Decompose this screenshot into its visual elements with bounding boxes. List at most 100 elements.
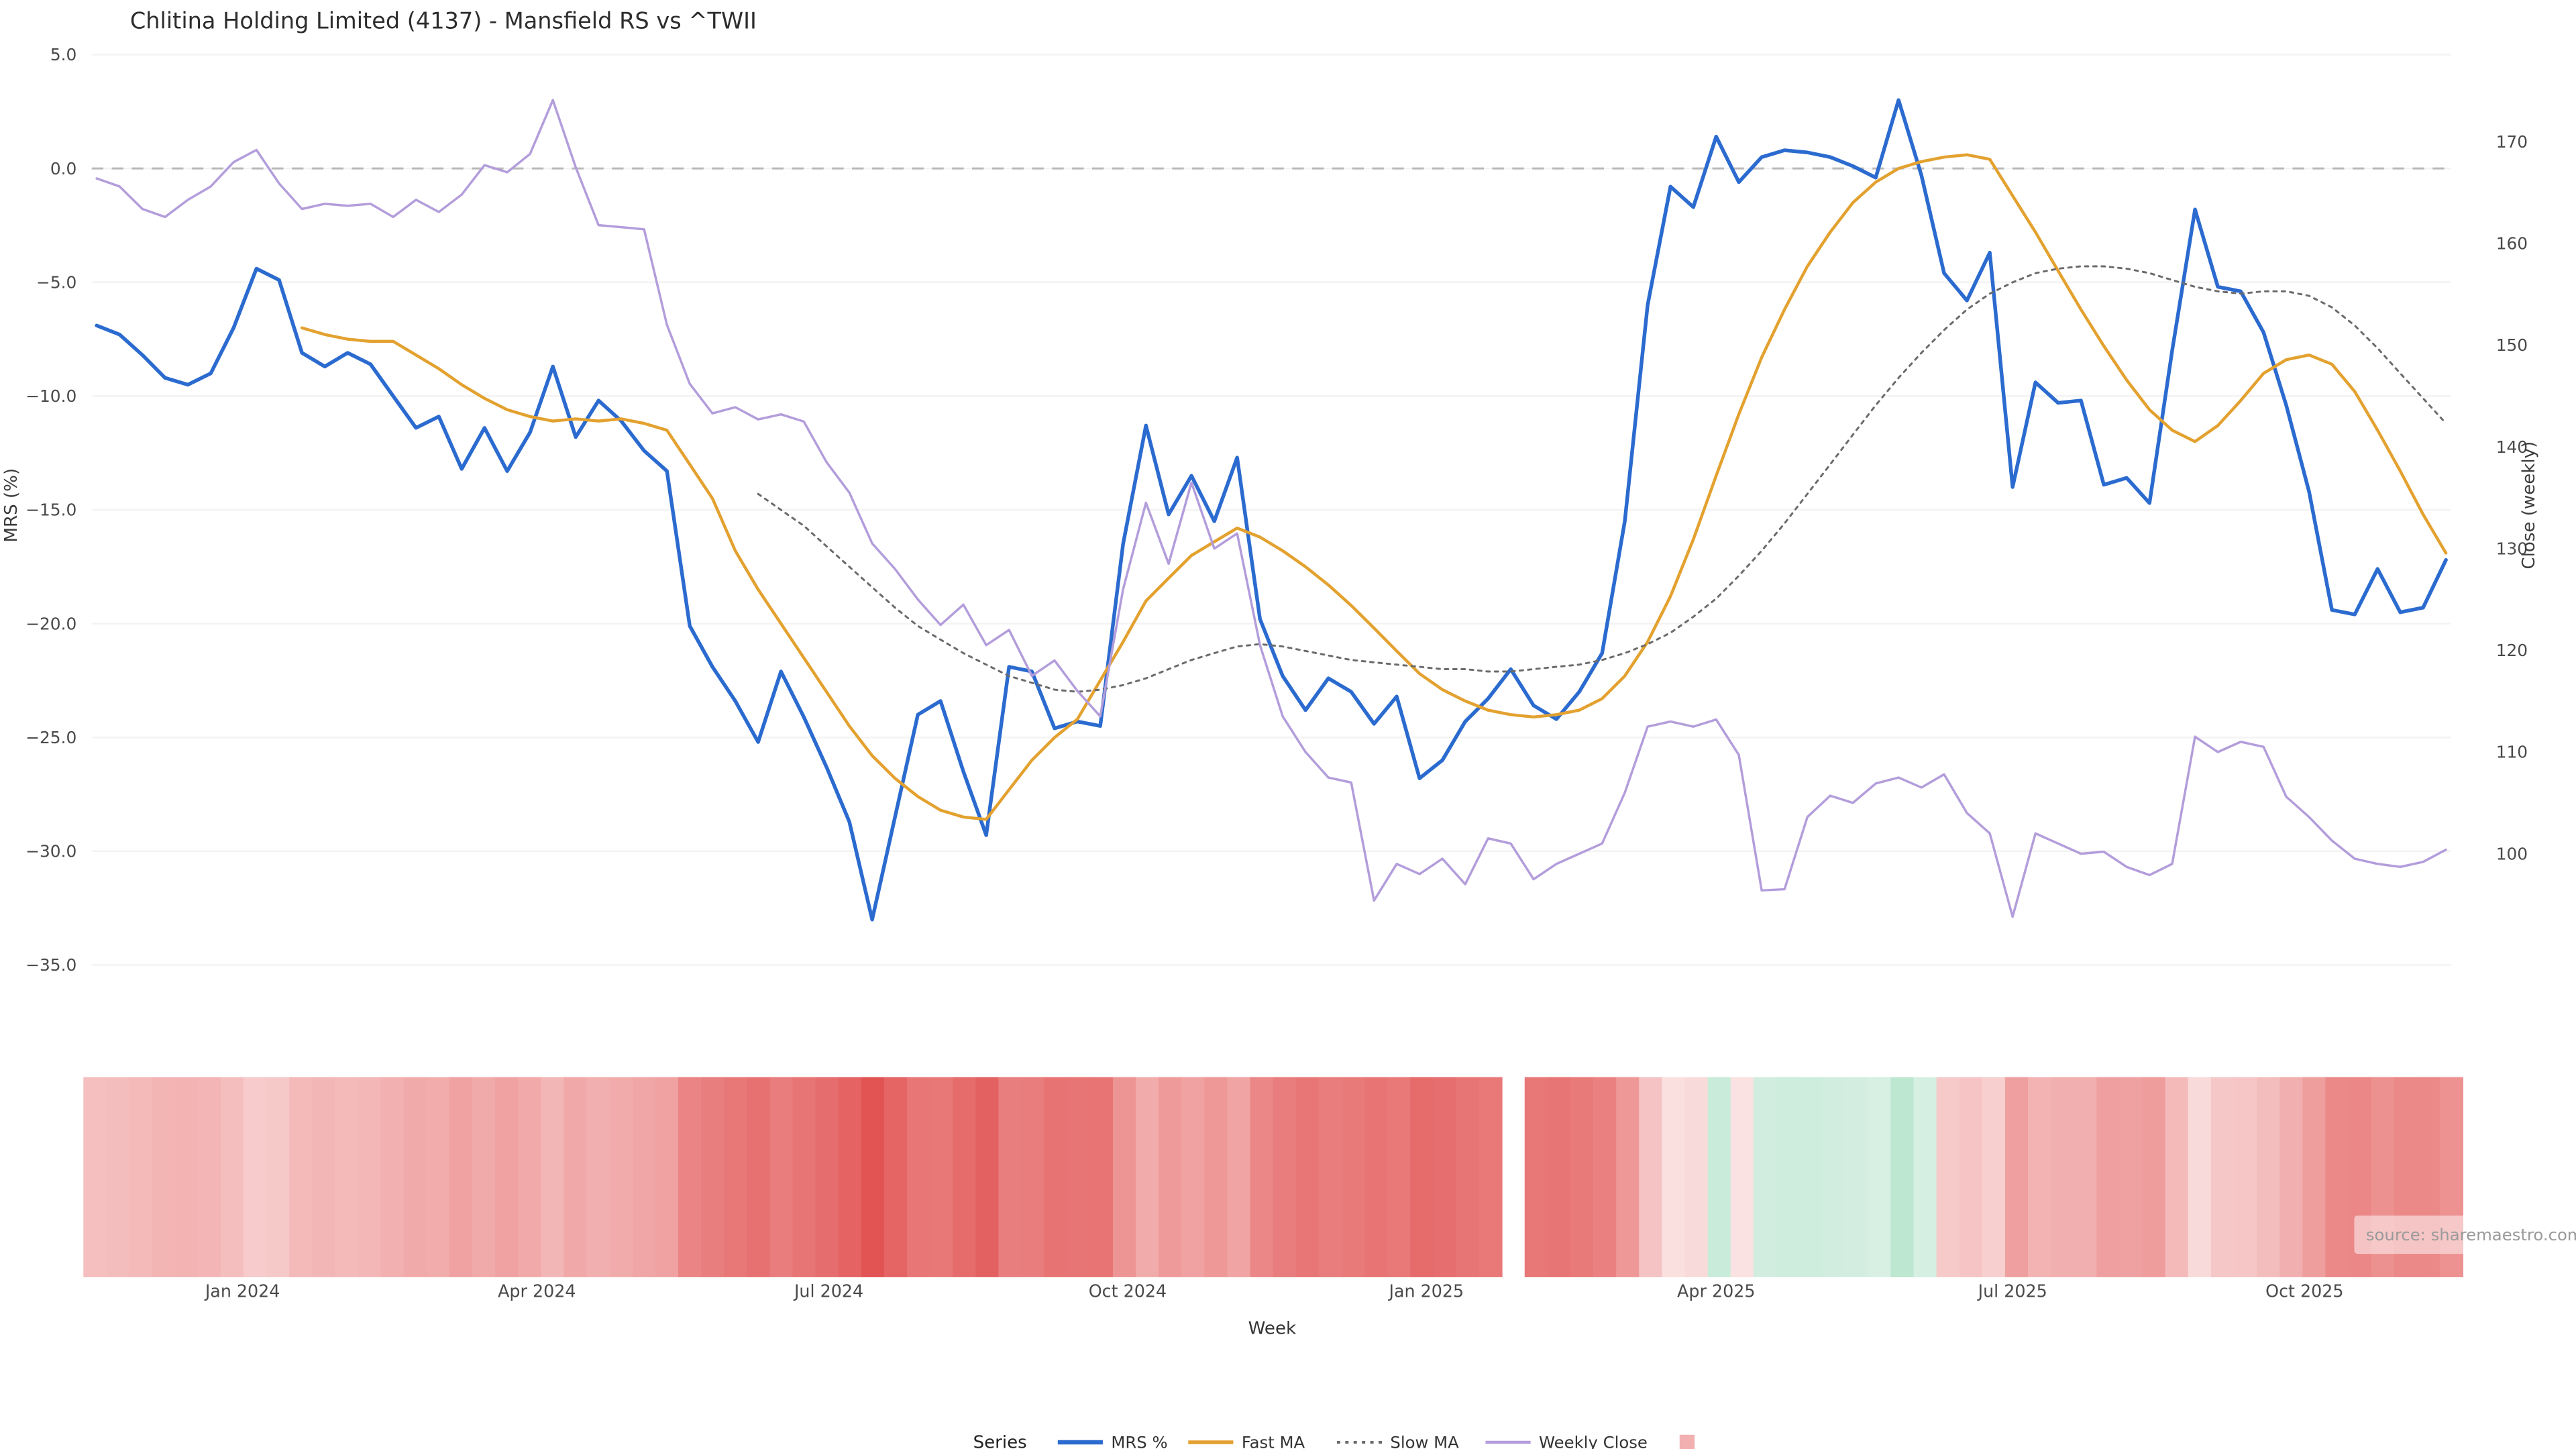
- heatmap-cell: [1639, 1077, 1663, 1277]
- heatmap-cell: [609, 1077, 633, 1277]
- heatmap-cell: [586, 1077, 610, 1277]
- heatmap-cell: [2004, 1077, 2029, 1277]
- x-tick-label: Apr 2025: [1677, 1281, 1755, 1301]
- source-attribution: source: sharemaestro.com: [2354, 1215, 2576, 1254]
- heatmap-cell: [2096, 1077, 2121, 1277]
- heatmap-cell: [975, 1077, 1000, 1277]
- heatmap-cell: [83, 1077, 107, 1277]
- heatmap-cell: [2074, 1077, 2098, 1277]
- y-left-tick-label: −20.0: [25, 614, 76, 633]
- series-lines: [95, 98, 2448, 922]
- heatmap-cell: [906, 1077, 931, 1277]
- heatmap-cell: [1845, 1077, 1869, 1277]
- heatmap-cell: [518, 1077, 542, 1277]
- y-left-tick-labels: 5.0 0.0 −5.0 −10.0 −15.0 −20.0 −25.0 −30.0 −35.0: [25, 45, 76, 975]
- heatmap-cell: [1159, 1077, 1183, 1277]
- heatmap-cell: [2233, 1077, 2258, 1277]
- heatmap-cell: [2188, 1077, 2212, 1277]
- y-left-tick-label: −5.0: [36, 272, 76, 292]
- heatmap-cell: [1227, 1077, 1251, 1277]
- heatmap-cell: [953, 1077, 977, 1277]
- heatmap-cell: [243, 1077, 268, 1277]
- heatmap-cell: [426, 1077, 450, 1277]
- heatmap-cell: [2142, 1077, 2166, 1277]
- y-right-tick-label: 120: [2496, 641, 2528, 660]
- source-text: source: sharemaestro.com: [2366, 1225, 2576, 1244]
- heatmap-cell: [1822, 1077, 1846, 1277]
- heatmap-cell: [1776, 1077, 1801, 1277]
- heatmap-cell: [1112, 1077, 1136, 1277]
- heatmap-cell: [495, 1077, 519, 1277]
- heatmap-cell: [2325, 1077, 2349, 1277]
- y-left-axis-label: MRS (%): [1, 468, 21, 543]
- heatmap-cell: [1868, 1077, 1892, 1277]
- heatmap-cell: [2119, 1077, 2143, 1277]
- heatmap-cell: [998, 1077, 1022, 1277]
- y-right-axis-label: Close (weekly): [2519, 441, 2539, 570]
- y-left-tick-label: −25.0: [25, 728, 76, 747]
- heatmap-cell: [266, 1077, 290, 1277]
- heatmap-cell: [2051, 1077, 2075, 1277]
- y-left-tick-label: −15.0: [25, 500, 76, 520]
- legend-label: Weekly Close: [1539, 1433, 1648, 1449]
- heatmap-cell: [1021, 1077, 1045, 1277]
- y-left-tick-label: −35.0: [25, 955, 76, 975]
- heatmap-cell: [449, 1077, 474, 1277]
- heatmap-cell: [1181, 1077, 1205, 1277]
- heatmap-cell: [564, 1077, 588, 1277]
- heatmap-cell: [1570, 1077, 1595, 1277]
- heatmap-cell: [1479, 1077, 1503, 1277]
- heatmap-cell: [1364, 1077, 1389, 1277]
- heatmap-cell: [1136, 1077, 1160, 1277]
- chart-title: Chlitina Holding Limited (4137) - Mansfi…: [130, 7, 757, 34]
- heatmap-cell: [1524, 1077, 1548, 1277]
- heatmap-cell: [220, 1077, 244, 1277]
- heatmap-cell: [1089, 1077, 1114, 1277]
- gridlines: [91, 54, 2451, 966]
- y-right-tick-label: 140: [2496, 437, 2528, 457]
- heatmap-cell: [2302, 1077, 2326, 1277]
- heatmap-cell: [106, 1077, 130, 1277]
- heatmap-cell: [129, 1077, 153, 1277]
- x-tick-labels: Jan 2024 Apr 2024 Jul 2024 Oct 2024 Jan 2025…: [204, 1281, 2344, 1301]
- heatmap-cell: [1982, 1077, 2006, 1277]
- x-tick-label: Oct 2025: [2265, 1281, 2343, 1301]
- heatmap-cell: [1730, 1077, 1754, 1277]
- legend-label: MRS %: [1111, 1433, 1167, 1449]
- heatmap-cell: [1593, 1077, 1617, 1277]
- heatmap-cell: [2165, 1077, 2189, 1277]
- heatmap-cell: [678, 1077, 702, 1277]
- heatmap-cell: [152, 1077, 176, 1277]
- x-tick-label: Jul 2025: [1977, 1281, 2047, 1301]
- x-tick-label: Jan 2025: [1387, 1281, 1464, 1301]
- heatmap-cell: [1433, 1077, 1457, 1277]
- legend: Series MRS % Fast MA Slow MA Weekly Close: [973, 1433, 1695, 1449]
- heatmap-cell: [1204, 1077, 1228, 1277]
- heatmap-cell: [197, 1077, 221, 1277]
- heatmap-cell: [472, 1077, 496, 1277]
- y-left-tick-label: 0.0: [50, 159, 77, 178]
- heatmap-cell: [724, 1077, 748, 1277]
- series-line-weekly-close: [95, 99, 2447, 918]
- heatmap-cell: [1273, 1077, 1297, 1277]
- y-left-tick-label: 5.0: [50, 45, 77, 64]
- heatmap-cell: [380, 1077, 405, 1277]
- heatmap-cell: [289, 1077, 313, 1277]
- heatmap-cell: [1959, 1077, 1983, 1277]
- heatmap-cell: [1662, 1077, 1686, 1277]
- heatmap-cell: [1067, 1077, 1091, 1277]
- heatmap-strip: [83, 1077, 2463, 1277]
- heatmap-cell: [1753, 1077, 1777, 1277]
- source-box-background: [2354, 1215, 2576, 1254]
- heatmap-cell: [1250, 1077, 1274, 1277]
- heatmap-cell: [1684, 1077, 1709, 1277]
- x-tick-label: Jan 2024: [204, 1281, 280, 1301]
- heatmap-cell: [632, 1077, 656, 1277]
- y-left-tick-label: −10.0: [25, 386, 76, 406]
- heatmap-cell: [1547, 1077, 1571, 1277]
- heatmap-cell: [1616, 1077, 1640, 1277]
- heatmap-cell: [655, 1077, 679, 1277]
- y-right-tick-labels: 170 160 150 140 130 120 110 100: [2496, 132, 2528, 863]
- heatmap-cell: [2028, 1077, 2052, 1277]
- heatmap-cell: [1799, 1077, 1823, 1277]
